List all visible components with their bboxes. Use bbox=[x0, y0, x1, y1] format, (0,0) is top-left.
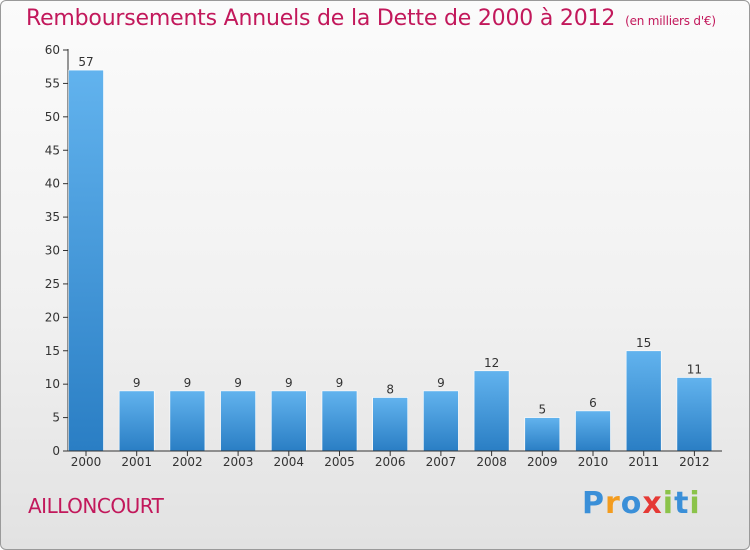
y-tick-label: 55 bbox=[45, 76, 60, 90]
y-tick-label: 5 bbox=[52, 411, 60, 425]
bar-value-label: 9 bbox=[133, 376, 141, 390]
bars-group: 57 9 9 9 9 9 8 9 12 5 6 15 11 bbox=[68, 55, 713, 452]
bar-value-label: 11 bbox=[687, 363, 702, 377]
logo-letter: i bbox=[689, 486, 701, 521]
bar-2002 bbox=[169, 390, 206, 452]
y-tick-label: 35 bbox=[45, 210, 60, 224]
x-tick-label: 2004 bbox=[274, 455, 305, 469]
chart-title: Remboursements Annuels de la Dette de 20… bbox=[26, 6, 716, 31]
bar-value-label: 9 bbox=[184, 376, 192, 390]
bar-value-label: 12 bbox=[484, 356, 499, 370]
x-axis: 2000 2001 2002 2003 2004 2005 2006 2007 2008 2009… bbox=[68, 450, 722, 469]
bar-value-label: 9 bbox=[437, 376, 445, 390]
bar-2012 bbox=[676, 377, 713, 452]
y-tick-label: 40 bbox=[45, 177, 60, 191]
bar-value-label: 6 bbox=[589, 396, 597, 410]
y-tick-label: 45 bbox=[45, 143, 60, 157]
logo-letter: r bbox=[605, 486, 621, 521]
y-axis: 0 5 10 15 20 25 30 35 40 45 50 55 60 bbox=[45, 43, 69, 458]
x-tick-label: 2011 bbox=[628, 455, 659, 469]
logo-letter: t bbox=[674, 486, 690, 521]
chart-subtitle: (en milliers d'€) bbox=[625, 14, 716, 28]
bar-2010 bbox=[575, 410, 611, 452]
y-tick-label: 10 bbox=[45, 377, 60, 391]
y-tick-label: 30 bbox=[45, 244, 60, 258]
y-tick-label: 50 bbox=[45, 110, 60, 124]
bar-value-label: 9 bbox=[285, 376, 293, 390]
y-tick-label: 25 bbox=[45, 277, 60, 291]
x-tick-label: 2002 bbox=[172, 455, 203, 469]
x-tick-label: 2008 bbox=[476, 455, 507, 469]
bar-value-label: 57 bbox=[78, 55, 93, 69]
logo-letter: x bbox=[642, 486, 663, 521]
logo-letter: P bbox=[582, 486, 605, 521]
commune-name: AILLONCOURT bbox=[28, 494, 164, 518]
bar-2008 bbox=[473, 370, 510, 452]
x-tick-label: 2007 bbox=[426, 455, 457, 469]
bar-value-label: 9 bbox=[234, 376, 242, 390]
bar-2006 bbox=[372, 397, 409, 452]
x-tick-label: 2003 bbox=[223, 455, 254, 469]
bar-2004 bbox=[270, 390, 307, 452]
proxiti-logo: Proxiti bbox=[582, 486, 701, 521]
bar-value-label: 5 bbox=[538, 403, 546, 417]
bar-value-label: 15 bbox=[636, 336, 651, 350]
y-tick-label: 15 bbox=[45, 344, 60, 358]
bar-value-label: 9 bbox=[336, 376, 344, 390]
bar-2001 bbox=[118, 390, 155, 452]
logo-letter: o bbox=[620, 486, 643, 521]
bar-2007 bbox=[423, 390, 459, 452]
x-tick-label: 2005 bbox=[324, 455, 355, 469]
x-tick-label: 2001 bbox=[121, 455, 152, 469]
bar-2003 bbox=[220, 390, 256, 452]
y-tick-label: 20 bbox=[45, 310, 60, 324]
x-tick-label: 2012 bbox=[679, 455, 710, 469]
y-tick-label: 60 bbox=[45, 43, 60, 57]
bar-2011 bbox=[625, 350, 662, 452]
y-tick-label: 0 bbox=[52, 444, 60, 458]
chart-title-text: Remboursements Annuels de la Dette de 20… bbox=[26, 6, 616, 31]
x-tick-label: 2009 bbox=[527, 455, 558, 469]
x-tick-label: 2000 bbox=[71, 455, 102, 469]
bar-2000 bbox=[68, 69, 104, 452]
bar-2005 bbox=[321, 390, 358, 452]
bar-value-label: 8 bbox=[386, 383, 394, 397]
logo-letter: i bbox=[662, 486, 675, 521]
x-tick-label: 2010 bbox=[578, 455, 609, 469]
bar-2009 bbox=[524, 417, 561, 452]
x-tick-label: 2006 bbox=[375, 455, 406, 469]
